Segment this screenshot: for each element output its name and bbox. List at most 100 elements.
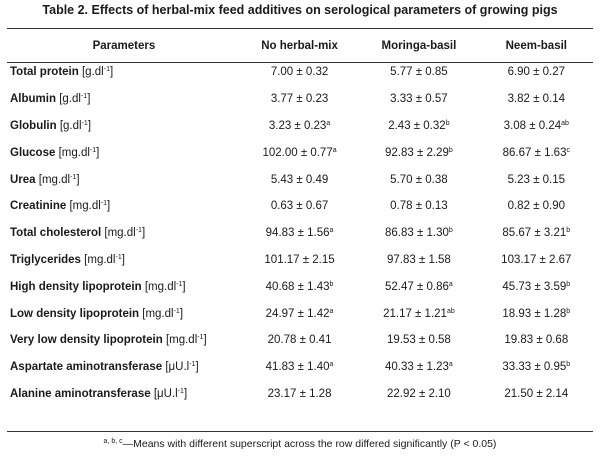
mean-sem-value: 92.83 ± 2.29 [385,146,449,159]
mean-sem-value: 21.50 ± 2.14 [504,387,569,400]
table-row: Creatinine [mg.dl-1] 0.63 ± 0.67 0.78 ± 0.… [7,193,593,220]
value-cell: 21.17 ± 1.21ab [358,300,479,327]
value-cell: 3.77 ± 0.23 [241,86,358,113]
value-cell: 0.82 ± 0.90 [480,193,593,220]
mean-sem-value: 103.17 ± 2.67 [501,253,572,266]
unit-close: ] [141,227,146,240]
value-cell: 3.82 ± 0.14 [480,86,593,113]
parameter-unit: [g.dl [81,66,104,79]
mean-sem-value: 40.68 ± 1.43 [265,280,330,293]
mean-sem-value: 19.83 ± 0.68 [504,334,569,347]
unit-close: ] [179,307,184,320]
parameter-unit: [mg.dl [58,146,90,159]
column-header-no-herbal-mix: No herbal-mix [261,40,338,52]
serology-table: Parameters No herbal-mix Moringa-basil N… [7,33,593,407]
table-row: Albumin [g.dl-1] 3.77 ± 0.23 3.33 ± 0.57 3.… [7,86,593,113]
mean-sem-value: 86.67 ± 1.63 [502,146,567,159]
parameter-unit: [mg.dl [84,253,116,266]
value-cell: 24.97 ± 1.42a [241,300,358,327]
value-cell: 41.83 ± 1.40a [241,354,358,381]
value-cell: 5.43 ± 0.49 [241,166,358,193]
mean-sem-value: 5.70 ± 0.38 [390,173,448,186]
value-cell: 23.17 ± 1.28 [241,381,358,408]
table-row: Total cholesterol [mg.dl-1] 94.83 ± 1.56a… [7,220,593,247]
value-cell: 19.53 ± 0.58 [358,327,479,354]
value-cell: 0.63 ± 0.67 [241,193,358,220]
value-cell: 86.67 ± 1.63c [480,139,593,166]
table-row: Glucose [mg.dl-1] 102.00 ± 0.77a 92.83 ± 2… [7,139,593,166]
header-rule [7,62,593,63]
mean-sem-value: 20.78 ± 0.41 [267,334,332,347]
parameter-name: Total cholesterol [10,227,102,240]
parameter-cell: Creatinine [mg.dl-1] [7,193,241,220]
value-cell: 3.33 ± 0.57 [358,86,479,113]
mean-sem-value: 45.73 ± 3.59 [502,280,567,293]
mean-sem-value: 19.53 ± 0.58 [386,334,451,347]
table-row: Globulin [g.dl-1] 3.23 ± 0.23a 2.43 ± 0.32… [7,113,593,140]
parameter-cell: Total cholesterol [mg.dl-1] [7,220,241,247]
parameter-name: High density lipoprotein [10,280,142,293]
value-cell: 22.92 ± 2.10 [358,381,479,408]
value-cell: 19.83 ± 0.68 [480,327,593,354]
parameter-cell: Urea [mg.dl-1] [7,166,241,193]
significance-superscript: ab [561,119,569,127]
table-row: Very low density lipoprotein [mg.dl-1] 20… [7,327,593,354]
unit-exponent: -1 [100,200,108,208]
mean-sem-value: 97.83 ± 1.58 [386,253,451,266]
parameter-unit: [g.dl [59,93,81,106]
value-cell: 7.00 ± 0.32 [241,59,358,86]
value-cell: 2.43 ± 0.32b [358,113,479,140]
parameter-cell: Albumin [g.dl-1] [7,86,241,113]
value-cell: 45.73 ± 3.59b [480,273,593,300]
mean-sem-value: 85.67 ± 3.21 [502,227,567,240]
value-cell: 18.93 ± 1.28b [480,300,593,327]
column-header-neem-basil: Neem-basil [505,40,567,52]
value-cell: 6.90 ± 0.27 [480,59,593,86]
parameter-unit: [mg.dl [144,280,177,293]
mean-sem-value: 0.82 ± 0.90 [507,200,566,213]
parameter-cell: Low density lipoprotein [mg.dl-1] [7,300,241,327]
mean-sem-value: 23.17 ± 1.28 [267,387,332,400]
unit-exponent: -1 [177,387,184,395]
table-row: Aspartate aminotransferase [μU.l-1] 41.83… [7,354,593,381]
unit-exponent: -1 [80,93,88,101]
parameter-name: Very low density lipoprotein [10,334,163,347]
significance-superscript: b [566,361,571,369]
significance-superscript: b [445,119,450,127]
mean-sem-value: 94.83 ± 1.56 [265,227,330,240]
parameter-name: Low density lipoprotein [10,307,140,320]
parameter-cell: High density lipoprotein [mg.dl-1] [7,273,241,300]
mean-sem-value: 5.43 ± 0.49 [270,173,329,186]
significance-superscript: a [329,227,334,235]
parameter-unit: [mg.dl [38,173,71,186]
parameter-name: Aspartate aminotransferase [10,361,163,374]
column-header-moringa-basil: Moringa-basil [381,40,457,52]
value-cell: 33.33 ± 0.95b [480,354,593,381]
mean-sem-value: 18.93 ± 1.28 [502,307,567,320]
value-cell: 3.23 ± 0.23a [241,113,358,140]
footnote-marks: a, b, c [103,438,123,445]
value-cell: 40.33 ± 1.23a [358,354,479,381]
mean-sem-value: 0.63 ± 0.67 [270,200,329,213]
unit-exponent: -1 [81,119,88,127]
unit-close: ] [121,253,125,266]
bottom-rule [7,431,593,432]
unit-close: ] [182,280,186,293]
parameter-cell: Triglycerides [mg.dl-1] [7,247,241,274]
parameter-name: Glucose [10,146,56,159]
unit-close: ] [183,387,188,400]
parameter-unit: [g.dl [59,119,82,132]
value-cell: 85.67 ± 3.21b [480,220,593,247]
significance-superscript: ab [446,307,455,315]
significance-superscript: b [329,280,334,288]
unit-exponent: -1 [89,146,97,154]
mean-sem-value: 3.82 ± 0.14 [507,93,566,106]
table-footnote: a, b, c—Means with different superscript… [0,438,600,450]
mean-sem-value: 0.78 ± 0.13 [390,200,448,213]
mean-sem-value: 6.90 ± 0.27 [507,66,566,79]
value-cell: 94.83 ± 1.56a [241,220,358,247]
unit-close: ] [87,119,92,132]
unit-close: ] [107,200,111,213]
significance-superscript: b [448,227,453,235]
